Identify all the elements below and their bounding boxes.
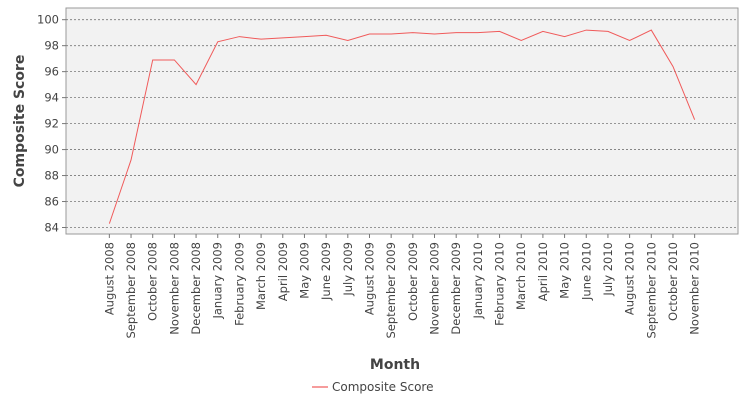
x-tick-label: March 2010 <box>514 242 528 310</box>
x-tick-label: September 2009 <box>384 242 398 339</box>
x-tick-label: May 2010 <box>558 242 572 299</box>
x-tick-label: April 2010 <box>536 242 550 301</box>
y-tick-label: 98 <box>44 39 59 53</box>
x-tick-label: November 2010 <box>688 242 702 335</box>
x-tick-label: January 2010 <box>471 242 485 320</box>
y-tick-label: 84 <box>44 221 59 235</box>
x-tick-label: July 2010 <box>601 242 615 297</box>
x-tick-label: June 2010 <box>579 242 593 301</box>
y-tick-label: 88 <box>44 169 59 183</box>
x-tick-label: November 2009 <box>428 242 442 335</box>
y-tick-label: 100 <box>37 13 59 27</box>
plot-area <box>65 7 739 235</box>
x-tick-label: October 2008 <box>146 242 160 321</box>
x-axis-title: Month <box>370 357 420 373</box>
x-tick-label: October 2010 <box>666 242 680 321</box>
y-tick-label: 96 <box>44 65 59 79</box>
x-tick-label: December 2009 <box>449 242 463 335</box>
y-tick-label: 94 <box>44 91 59 105</box>
x-tick-label: February 2010 <box>493 242 507 326</box>
x-tick-label: August 2009 <box>362 242 376 315</box>
x-tick-label: September 2010 <box>644 242 658 339</box>
x-tick-label: July 2009 <box>341 242 355 297</box>
legend-label: Composite Score <box>332 380 433 394</box>
x-tick-label: April 2009 <box>276 242 290 301</box>
x-tick-label: August 2008 <box>102 242 116 315</box>
x-tick-label: March 2009 <box>254 242 268 310</box>
x-tick-label: August 2010 <box>623 242 637 315</box>
y-tick-label: 90 <box>44 143 59 157</box>
x-tick-label: June 2009 <box>319 242 333 301</box>
x-tick-label: December 2008 <box>189 242 203 335</box>
x-tick-label: February 2009 <box>232 242 246 326</box>
line-series <box>108 29 696 224</box>
y-axis-title: Composite Score <box>12 55 28 188</box>
x-tick-label: October 2009 <box>406 242 420 321</box>
y-tick-label: 86 <box>44 195 59 209</box>
x-tick-label: September 2008 <box>124 242 138 339</box>
x-tick-label: January 2009 <box>211 242 225 320</box>
x-tick-label: May 2009 <box>297 242 311 299</box>
x-tick-label: November 2008 <box>167 242 181 335</box>
y-tick-label: 92 <box>44 117 59 131</box>
